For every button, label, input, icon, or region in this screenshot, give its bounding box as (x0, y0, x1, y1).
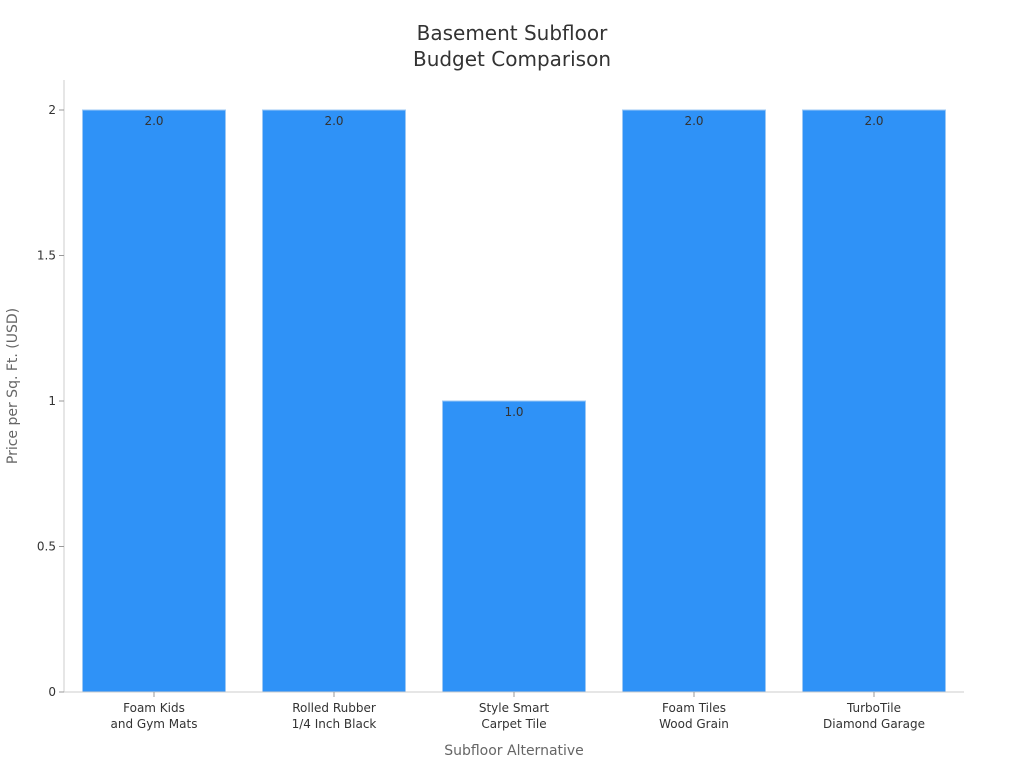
y-tick-label: 0 (48, 685, 56, 699)
bar (82, 109, 226, 693)
x-axis-title: Subfloor Alternative (444, 743, 584, 759)
bar (442, 400, 586, 693)
x-tick-label-line: Foam Tiles (662, 701, 726, 715)
x-tick-label-line: Wood Grain (659, 717, 729, 731)
y-axis-title: Price per Sq. Ft. (USD) (5, 308, 21, 464)
y-tick-label: 2 (48, 103, 56, 117)
chart-title-line-1: Basement Subfloor (416, 21, 608, 45)
x-tick-label: Rolled Rubber 1/4 Inch Black (292, 701, 377, 731)
y-tick-label: 1 (48, 394, 56, 408)
x-tick-label-line: Rolled Rubber (292, 701, 376, 715)
bar (622, 109, 766, 693)
x-ticks: Foam Kids and Gym Mats Rolled Rubber 1/4 In… (111, 692, 925, 731)
bar-value-label: 2.0 (144, 114, 163, 128)
x-tick-label-line: Diamond Garage (823, 717, 925, 731)
x-tick-label-line: Carpet Tile (481, 717, 546, 731)
y-tick-label: 1.5 (37, 249, 56, 263)
bar-value-label: 2.0 (864, 114, 883, 128)
x-tick-label-line: Foam Kids (123, 701, 185, 715)
x-tick-label-line: Style Smart (479, 701, 550, 715)
chart-title-line-2: Budget Comparison (412, 47, 612, 71)
x-tick-label-line: TurboTile (846, 701, 901, 715)
bar-value-label: 2.0 (324, 114, 343, 128)
y-tick-label: 0.5 (37, 540, 56, 554)
y-ticks: 0 0.5 1 1.5 2 (37, 103, 64, 699)
bar-value-label: 2.0 (684, 114, 703, 128)
x-tick-label: Foam Kids and Gym Mats (111, 701, 198, 731)
bar (262, 109, 406, 693)
bar (802, 109, 946, 693)
bar-value-label: 1.0 (504, 405, 523, 419)
x-tick-label: Style Smart Carpet Tile (479, 701, 550, 731)
bars-layer (82, 109, 946, 693)
x-tick-label: Foam Tiles Wood Grain (659, 701, 729, 731)
x-tick-label: TurboTile Diamond Garage (823, 701, 925, 731)
x-tick-label-line: and Gym Mats (111, 717, 198, 731)
data-labels: 2.0 2.0 1.0 2.0 2.0 (144, 114, 883, 419)
x-tick-label-line: 1/4 Inch Black (292, 717, 377, 731)
